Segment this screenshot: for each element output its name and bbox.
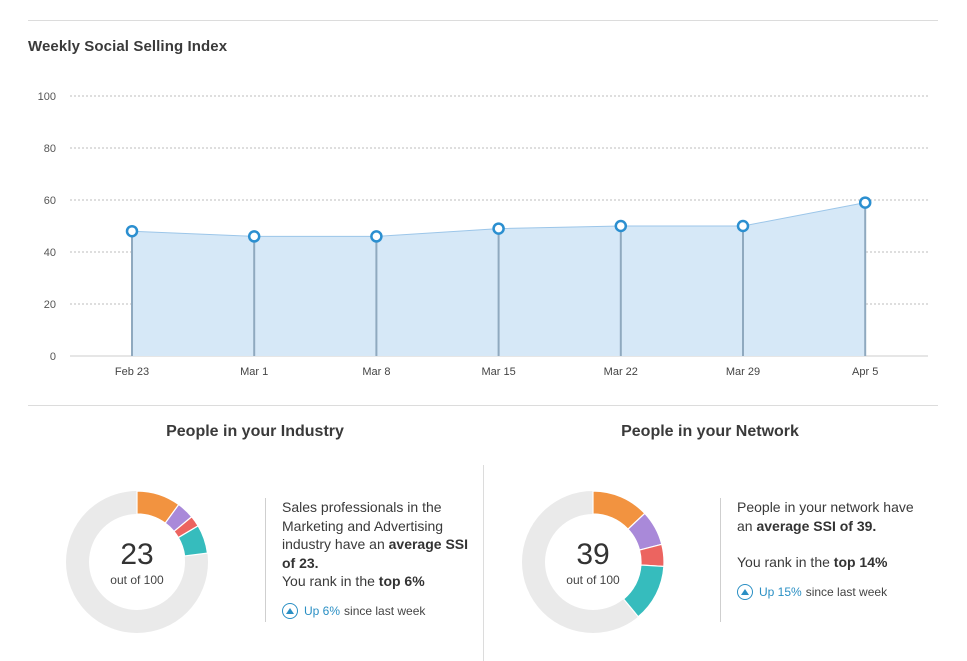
industry-heading: People in your Industry: [166, 423, 344, 440]
industry-ssi-donut: [66, 491, 208, 633]
industry-trend: Up 6% since last week: [282, 602, 470, 621]
data-point: [370, 230, 383, 243]
network-ssi-donut: [522, 491, 664, 633]
donut-segment: [622, 564, 664, 618]
middle-divider: [28, 405, 938, 406]
industry-text-main: Sales professionals in the Marketing and…: [282, 499, 444, 552]
industry-rank: You rank in the top 6%: [282, 572, 470, 591]
network-trend: Up 15% since last week: [737, 583, 930, 602]
data-point: [858, 196, 872, 209]
industry-score: 23: [120, 538, 154, 571]
network-heading: People in your Network: [621, 423, 799, 440]
network-description: People in your network have an average S…: [720, 498, 930, 622]
y-tick-label: 100: [38, 91, 56, 103]
y-tick-label: 80: [44, 143, 56, 155]
industry-trend-label: since last week: [344, 603, 426, 618]
industry-description: Sales professionals in the Marketing and…: [265, 498, 470, 622]
network-text: People in your network have an average S…: [737, 498, 930, 535]
network-score-sub: out of 100: [566, 573, 620, 587]
trend-up-icon: [737, 583, 753, 600]
x-tick-label: Mar 1: [240, 366, 268, 378]
y-tick-label: 0: [50, 351, 56, 363]
network-avg-ssi: average SSI of 39.: [756, 517, 877, 534]
column-divider: [483, 465, 484, 661]
y-tick-label: 20: [44, 299, 56, 311]
network-score: 39: [576, 538, 610, 571]
network-rank-prefix: You rank in the: [737, 554, 830, 570]
x-tick-label: Feb 23: [115, 366, 149, 378]
top-divider: [28, 20, 938, 21]
x-tick-label: Mar 15: [481, 366, 515, 378]
industry-rank-value: top 6%: [378, 573, 425, 589]
industry-avg-ssi: average SSI of 23.: [282, 536, 469, 571]
network-text-main: People in your network have an: [737, 499, 914, 534]
y-tick-label: 60: [44, 195, 56, 207]
x-tick-label: Mar 29: [726, 366, 760, 378]
industry-trend-pct: Up 6%: [304, 603, 341, 618]
donut-segment: [177, 525, 208, 557]
data-point: [736, 219, 750, 233]
network-rank-value: top 14%: [833, 554, 888, 570]
x-tick-label: Apr 5: [852, 366, 878, 378]
industry-score-sub: out of 100: [110, 573, 164, 587]
data-point: [125, 224, 139, 238]
data-point: [492, 222, 505, 235]
x-tick-label: Mar 8: [362, 366, 390, 378]
network-rank: You rank in the top 14%: [737, 553, 930, 572]
data-point: [247, 230, 261, 243]
page-title: Weekly Social Selling Index: [28, 38, 228, 55]
network-trend-pct: Up 15%: [759, 584, 802, 599]
ssi-area-chart: 0 20 40 60 80 100 Feb 23 Mar 1 Mar 8 Mar 15 Mar 22…: [38, 91, 928, 378]
data-point: [614, 219, 628, 233]
network-trend-label: since last week: [805, 584, 888, 599]
trend-up-icon: [282, 602, 298, 619]
y-tick-label: 40: [44, 247, 56, 259]
industry-text: Sales professionals in the Marketing and…: [282, 498, 470, 572]
industry-rank-prefix: You rank in the: [282, 573, 375, 589]
x-tick-label: Mar 22: [604, 366, 638, 378]
